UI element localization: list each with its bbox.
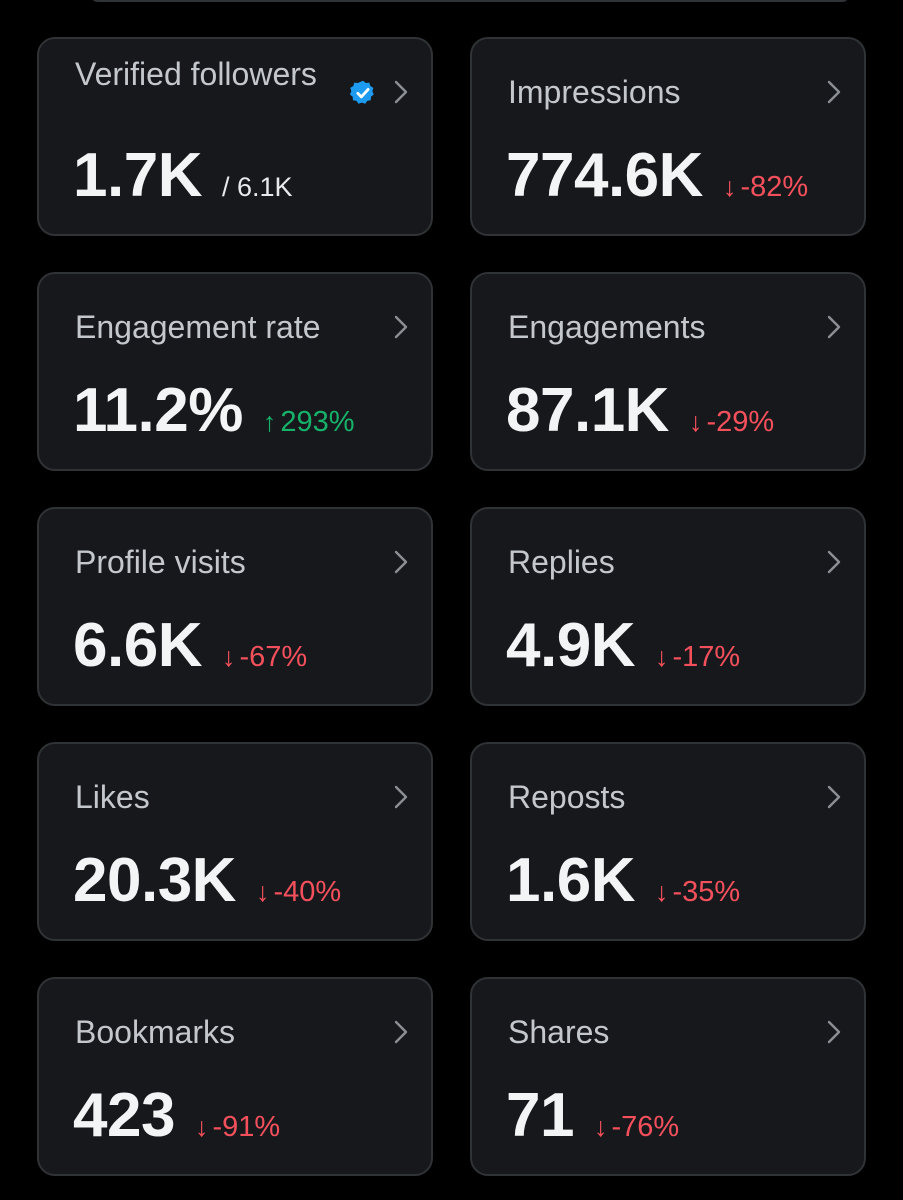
arrow-down-icon: ↓ [654, 877, 669, 907]
change-badge: ↓ -35% [655, 877, 740, 907]
value-row: 1.6K ↓ -35% [506, 846, 740, 916]
value-row: 6.6K ↓ -67% [73, 611, 307, 681]
value-row: 423 ↓ -91% [73, 1081, 280, 1151]
card-title: Impressions [508, 74, 681, 110]
reposts-card[interactable]: Reposts 1.6K ↓ -35% [470, 742, 866, 941]
metric-value: 423 [73, 1081, 175, 1150]
arrow-down-icon: ↓ [194, 1112, 209, 1142]
engagements-card[interactable]: Engagements 87.1K ↓ -29% [470, 272, 866, 471]
value-row: 774.6K ↓ -82% [506, 141, 808, 211]
value-row: 20.3K ↓ -40% [73, 846, 341, 916]
chevron-right-icon [822, 547, 846, 577]
change-value: -82% [740, 171, 809, 203]
chevron-right-icon [389, 1017, 413, 1047]
card-title: Engagement rate [75, 309, 321, 345]
change-badge: ↓ -91% [195, 1112, 280, 1142]
shares-card[interactable]: Shares 71 ↓ -76% [470, 977, 866, 1176]
value-row: 1.7K / 6.1K [73, 141, 293, 211]
arrow-down-icon: ↓ [654, 642, 669, 672]
change-value: -67% [239, 641, 308, 673]
change-badge: ↓ -82% [723, 172, 808, 202]
change-badge: ↓ -29% [689, 407, 774, 437]
value-row: 11.2% ↑ 293% [73, 376, 355, 446]
change-value: 293% [280, 406, 355, 438]
arrow-up-icon: ↑ [262, 407, 277, 437]
metric-total: / 6.1K [221, 172, 293, 202]
change-value: -35% [672, 876, 741, 908]
card-title: Replies [508, 544, 615, 580]
arrow-down-icon: ↓ [255, 877, 270, 907]
change-value: -40% [273, 876, 342, 908]
arrow-down-icon: ↓ [221, 642, 236, 672]
card-title: Reposts [508, 779, 626, 815]
chevron-right-icon [822, 1017, 846, 1047]
likes-card[interactable]: Likes 20.3K ↓ -40% [37, 742, 433, 941]
card-title: Likes [75, 779, 150, 815]
metric-value: 1.7K [73, 141, 202, 210]
verified-badge-icon [349, 80, 374, 104]
change-badge: ↓ -40% [256, 877, 341, 907]
value-row: 71 ↓ -76% [506, 1081, 679, 1151]
previous-card-edge [90, 0, 850, 2]
arrow-down-icon: ↓ [688, 407, 703, 437]
change-badge: ↓ -67% [222, 642, 307, 672]
arrow-down-icon: ↓ [722, 172, 737, 202]
impressions-card[interactable]: Impressions 774.6K ↓ -82% [470, 37, 866, 236]
change-value: -91% [212, 1111, 281, 1143]
metrics-grid: Verified followers 1.7K / 6.1K Impressio… [37, 37, 866, 1176]
change-badge: ↓ -76% [594, 1112, 679, 1142]
metric-value: 774.6K [506, 141, 703, 210]
change-badge: ↓ -17% [655, 642, 740, 672]
change-value: -17% [672, 641, 741, 673]
verified-followers-card[interactable]: Verified followers 1.7K / 6.1K [37, 37, 433, 236]
card-title: Engagements [508, 309, 706, 345]
card-title: Verified followers [75, 56, 317, 92]
metric-value: 87.1K [506, 376, 669, 445]
arrow-down-icon: ↓ [593, 1112, 608, 1142]
card-title: Bookmarks [75, 1014, 236, 1050]
metric-value: 71 [506, 1081, 574, 1150]
value-row: 4.9K ↓ -17% [506, 611, 740, 681]
chevron-right-icon [822, 77, 846, 107]
card-title: Profile visits [75, 544, 246, 580]
change-badge: ↑ 293% [263, 407, 355, 437]
chevron-right-icon [389, 782, 413, 812]
chevron-right-icon [822, 782, 846, 812]
value-row: 87.1K ↓ -29% [506, 376, 774, 446]
metric-value: 1.6K [506, 846, 635, 915]
chevron-right-icon [389, 312, 413, 342]
engagement-rate-card[interactable]: Engagement rate 11.2% ↑ 293% [37, 272, 433, 471]
change-value: -29% [706, 406, 775, 438]
chevron-right-icon [389, 77, 413, 107]
metric-value: 4.9K [506, 611, 635, 680]
bookmarks-card[interactable]: Bookmarks 423 ↓ -91% [37, 977, 433, 1176]
metric-value: 20.3K [73, 846, 236, 915]
chevron-right-icon [389, 547, 413, 577]
replies-card[interactable]: Replies 4.9K ↓ -17% [470, 507, 866, 706]
card-title: Shares [508, 1014, 610, 1050]
chevron-right-icon [822, 312, 846, 342]
metric-value: 11.2% [73, 376, 243, 445]
change-value: -76% [611, 1111, 680, 1143]
metric-value: 6.6K [73, 611, 202, 680]
profile-visits-card[interactable]: Profile visits 6.6K ↓ -67% [37, 507, 433, 706]
